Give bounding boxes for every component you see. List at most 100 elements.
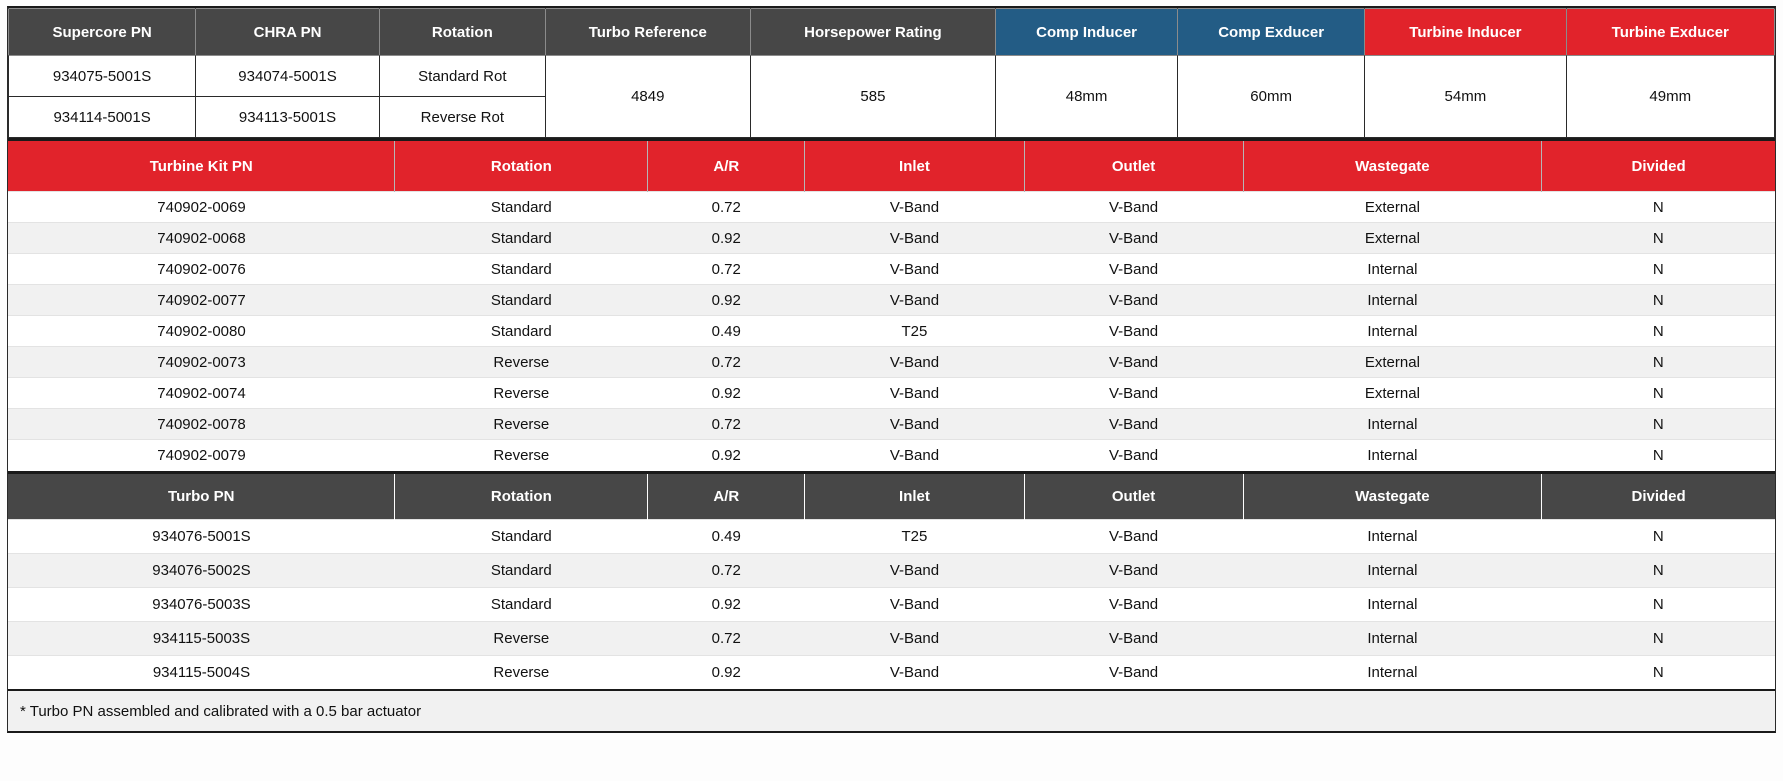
col-inlet: Inlet bbox=[804, 472, 1024, 519]
col-wastegate: Wastegate bbox=[1242, 139, 1542, 192]
kit-row: 740902-0077 Standard 0.92 V-Band V-Band … bbox=[8, 284, 1775, 316]
summary-turbine-exducer: 49mm bbox=[1565, 55, 1776, 138]
col-turbine-kit-pn: Turbine Kit PN bbox=[8, 139, 395, 192]
kit-divided: N bbox=[1541, 408, 1775, 440]
kit-wastegate: Internal bbox=[1243, 315, 1542, 347]
turbo-pn: 934076-5002S bbox=[8, 552, 395, 587]
kit-inlet: V-Band bbox=[804, 439, 1024, 471]
turbo-rotation: Standard bbox=[394, 552, 648, 587]
kit-inlet: V-Band bbox=[804, 253, 1024, 285]
kit-ar: 0.72 bbox=[647, 346, 805, 378]
kit-outlet: V-Band bbox=[1024, 222, 1244, 254]
kit-row: 740902-0074 Reverse 0.92 V-Band V-Band E… bbox=[8, 377, 1775, 409]
kit-inlet: V-Band bbox=[804, 346, 1024, 378]
col-outlet: Outlet bbox=[1023, 472, 1244, 519]
kit-row: 740902-0080 Standard 0.49 T25 V-Band Int… bbox=[8, 315, 1775, 347]
turbo-inlet: V-Band bbox=[804, 620, 1024, 655]
turbo-inlet: V-Band bbox=[804, 586, 1024, 621]
kit-row: 740902-0073 Reverse 0.72 V-Band V-Band E… bbox=[8, 346, 1775, 378]
col-turbine-exducer: Turbine Exducer bbox=[1565, 8, 1776, 56]
kit-row: 740902-0069 Standard 0.72 V-Band V-Band … bbox=[8, 191, 1775, 223]
kit-divided: N bbox=[1541, 439, 1775, 471]
col-horsepower-rating: Horsepower Rating bbox=[749, 8, 997, 56]
turbo-ar: 0.72 bbox=[647, 620, 805, 655]
kit-row: 740902-0078 Reverse 0.72 V-Band V-Band I… bbox=[8, 408, 1775, 440]
col-rotation: Rotation bbox=[394, 139, 648, 192]
col-comp-inducer: Comp Inducer bbox=[995, 8, 1179, 56]
spec-tables-container: Supercore PN CHRA PN Rotation Turbo Refe… bbox=[7, 6, 1776, 733]
kit-outlet: V-Band bbox=[1024, 191, 1244, 223]
kit-wastegate: External bbox=[1243, 191, 1542, 223]
col-comp-exducer: Comp Exducer bbox=[1177, 8, 1366, 56]
turbo-pn: 934115-5003S bbox=[8, 620, 395, 655]
kit-wastegate: Internal bbox=[1243, 439, 1542, 471]
kit-inlet: V-Band bbox=[804, 377, 1024, 409]
turbo-outlet: V-Band bbox=[1024, 518, 1244, 553]
supercore-summary-table: Supercore PN CHRA PN Rotation Turbo Refe… bbox=[7, 8, 1776, 138]
col-supercore-pn: Supercore PN bbox=[7, 8, 197, 56]
summary-chra-pn: 934074-5001S bbox=[195, 55, 380, 97]
kit-inlet: V-Band bbox=[804, 284, 1024, 316]
kit-inlet: V-Band bbox=[804, 222, 1024, 254]
turbo-wastegate: Internal bbox=[1243, 552, 1542, 587]
kit-rotation: Reverse bbox=[394, 408, 648, 440]
turbo-wastegate: Internal bbox=[1243, 620, 1542, 655]
col-outlet: Outlet bbox=[1023, 139, 1244, 192]
col-inlet: Inlet bbox=[804, 139, 1024, 192]
kit-rotation: Standard bbox=[394, 253, 648, 285]
kit-divided: N bbox=[1541, 346, 1775, 378]
kit-wastegate: Internal bbox=[1243, 253, 1542, 285]
kit-outlet: V-Band bbox=[1024, 408, 1244, 440]
kit-ar: 0.92 bbox=[647, 439, 805, 471]
turbo-wastegate: Internal bbox=[1243, 586, 1542, 621]
col-turbo-reference: Turbo Reference bbox=[544, 8, 751, 56]
summary-rotation: Standard Rot bbox=[378, 55, 546, 97]
turbo-inlet: T25 bbox=[804, 518, 1024, 553]
kit-ar: 0.72 bbox=[647, 253, 805, 285]
kit-outlet: V-Band bbox=[1024, 284, 1244, 316]
turbo-row: 934115-5003S Reverse 0.72 V-Band V-Band … bbox=[8, 620, 1775, 655]
kit-outlet: V-Band bbox=[1024, 377, 1244, 409]
kit-inlet: T25 bbox=[804, 315, 1024, 347]
kit-row: 740902-0076 Standard 0.72 V-Band V-Band … bbox=[8, 253, 1775, 285]
kit-divided: N bbox=[1541, 191, 1775, 223]
footnote: * Turbo PN assembled and calibrated with… bbox=[8, 689, 1775, 731]
turbo-divided: N bbox=[1541, 552, 1775, 587]
kit-outlet: V-Band bbox=[1024, 346, 1244, 378]
kit-wastegate: External bbox=[1243, 377, 1542, 409]
kit-pn: 740902-0069 bbox=[8, 191, 395, 223]
turbo-outlet: V-Band bbox=[1024, 586, 1244, 621]
summary-header-row: Supercore PN CHRA PN Rotation Turbo Refe… bbox=[7, 8, 1776, 56]
kit-divided: N bbox=[1541, 253, 1775, 285]
kit-wastegate: Internal bbox=[1243, 408, 1542, 440]
turbo-ar: 0.49 bbox=[647, 518, 805, 553]
summary-row: 934075-5001S 934074-5001S Standard Rot 4… bbox=[7, 55, 1776, 138]
kit-inlet: V-Band bbox=[804, 408, 1024, 440]
kit-pn: 740902-0077 bbox=[8, 284, 395, 316]
kit-outlet: V-Band bbox=[1024, 315, 1244, 347]
spec-sheet: Supercore PN CHRA PN Rotation Turbo Refe… bbox=[7, 6, 1776, 733]
turbo-outlet: V-Band bbox=[1024, 552, 1244, 587]
col-divided: Divided bbox=[1541, 472, 1775, 519]
turbo-pn: 934076-5001S bbox=[8, 518, 395, 553]
turbo-pn: 934115-5004S bbox=[8, 654, 395, 689]
kit-rotation: Standard bbox=[394, 222, 648, 254]
kit-row: 740902-0068 Standard 0.92 V-Band V-Band … bbox=[8, 222, 1775, 254]
kit-pn: 740902-0074 bbox=[8, 377, 395, 409]
kit-pn: 740902-0078 bbox=[8, 408, 395, 440]
summary-chra-pn: 934113-5001S bbox=[195, 96, 380, 138]
turbo-pn: 934076-5003S bbox=[8, 586, 395, 621]
summary-turbine-inducer: 54mm bbox=[1364, 55, 1567, 138]
turbo-rotation: Standard bbox=[394, 586, 648, 621]
kit-pn: 740902-0073 bbox=[8, 346, 395, 378]
kit-outlet: V-Band bbox=[1024, 253, 1244, 285]
kit-pn: 740902-0080 bbox=[8, 315, 395, 347]
summary-comp-inducer: 48mm bbox=[995, 55, 1179, 138]
col-turbine-inducer: Turbine Inducer bbox=[1364, 8, 1567, 56]
turbo-wastegate: Internal bbox=[1243, 654, 1542, 689]
kit-ar: 0.92 bbox=[647, 377, 805, 409]
col-divided: Divided bbox=[1541, 139, 1775, 192]
summary-supercore-pn: 934114-5001S bbox=[7, 96, 197, 138]
turbo-divided: N bbox=[1541, 620, 1775, 655]
turbo-divided: N bbox=[1541, 518, 1775, 553]
